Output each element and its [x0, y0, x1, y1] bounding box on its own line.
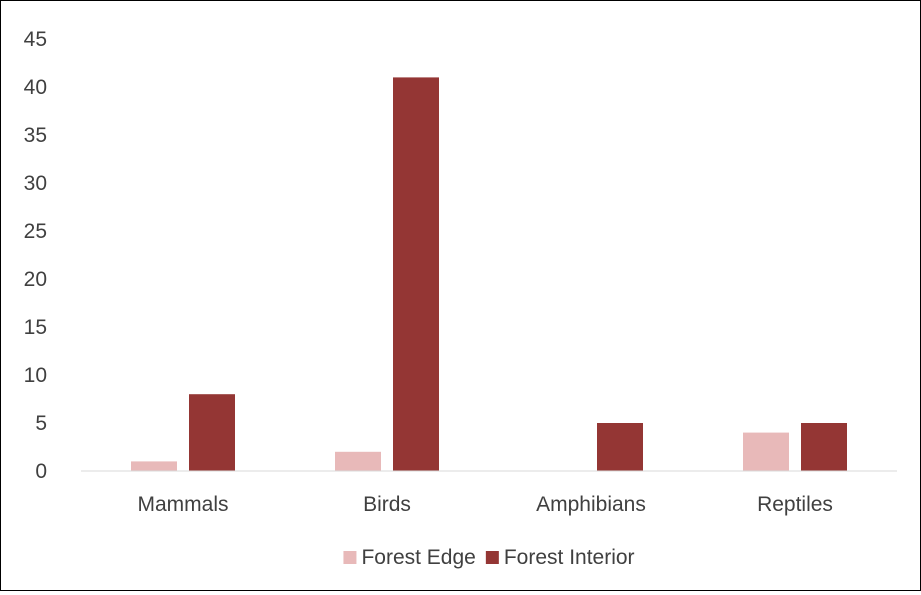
bar-forest-edge-mammals	[131, 461, 177, 471]
y-tick-label: 20	[24, 268, 47, 291]
y-tick-label: 25	[24, 220, 47, 243]
bar-forest-interior-birds	[393, 77, 439, 472]
bars	[131, 77, 847, 472]
y-tick-label: 5	[35, 412, 47, 435]
legend-swatch-forest-edge	[343, 551, 357, 564]
bar-forest-interior-mammals	[189, 394, 235, 471]
x-category-label: Mammals	[137, 493, 228, 516]
y-tick-label: 15	[24, 316, 47, 339]
legend-swatch-forest-interior	[485, 551, 499, 564]
y-tick-label: 45	[24, 28, 47, 51]
bar-forest-interior-amphibians	[597, 423, 643, 471]
bar-forest-edge-reptiles	[743, 432, 789, 471]
y-tick-label: 40	[24, 76, 47, 99]
x-category-label: Amphibians	[536, 493, 646, 516]
x-axis: Mammals Birds Amphibians Reptiles	[137, 493, 832, 516]
bar-forest-interior-reptiles	[801, 423, 847, 471]
legend-label-forest-interior: Forest Interior	[504, 546, 635, 569]
y-tick-label: 0	[35, 460, 47, 483]
x-category-label: Reptiles	[757, 493, 833, 516]
y-tick-label: 10	[24, 364, 47, 387]
y-tick-label: 35	[24, 124, 47, 147]
y-axis: 0 5 10 15 20 25 30 35 40 45	[24, 28, 47, 483]
y-tick-label: 30	[24, 172, 47, 195]
legend-label-forest-edge: Forest Edge	[361, 546, 475, 569]
x-category-label: Birds	[363, 493, 411, 516]
bar-forest-edge-birds	[335, 451, 381, 471]
legend: Forest Edge Forest Interior	[343, 546, 635, 569]
